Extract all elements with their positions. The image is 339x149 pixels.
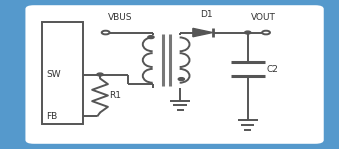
Text: VOUT: VOUT [251,13,275,22]
Text: VBUS: VBUS [108,13,133,22]
Text: SW: SW [46,70,61,79]
Text: C2: C2 [266,65,278,74]
Circle shape [245,31,251,34]
Circle shape [262,31,270,34]
Text: D1: D1 [200,10,213,19]
Circle shape [178,78,184,80]
Polygon shape [193,28,213,37]
Bar [42,22,83,124]
Text: R1: R1 [109,91,121,100]
Text: FB: FB [46,112,58,121]
Circle shape [97,73,103,76]
Circle shape [148,36,154,39]
Circle shape [102,31,109,34]
